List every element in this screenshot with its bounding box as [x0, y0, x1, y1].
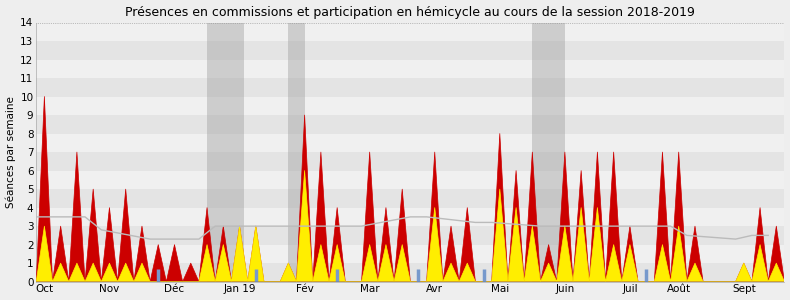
Bar: [36, 59, 784, 78]
Bar: [36, 171, 784, 189]
Bar: [36, 97, 784, 115]
Bar: [36, 244, 784, 263]
Polygon shape: [36, 97, 784, 282]
Bar: [36, 263, 784, 282]
Bar: [36, 134, 784, 152]
Bar: [36, 226, 784, 244]
Bar: [532, 22, 565, 282]
Polygon shape: [36, 171, 784, 282]
Bar: [36, 189, 784, 208]
Bar: [36, 78, 784, 97]
Bar: [36, 152, 784, 171]
Bar: [288, 22, 305, 282]
Title: Présences en commissions et participation en hémicycle au cours de la session 20: Présences en commissions et participatio…: [126, 6, 695, 19]
Bar: [36, 208, 784, 226]
Bar: [36, 22, 784, 41]
Y-axis label: Séances par semaine: Séances par semaine: [6, 96, 16, 208]
Bar: [36, 41, 784, 59]
Bar: [207, 22, 244, 282]
Bar: [36, 115, 784, 134]
